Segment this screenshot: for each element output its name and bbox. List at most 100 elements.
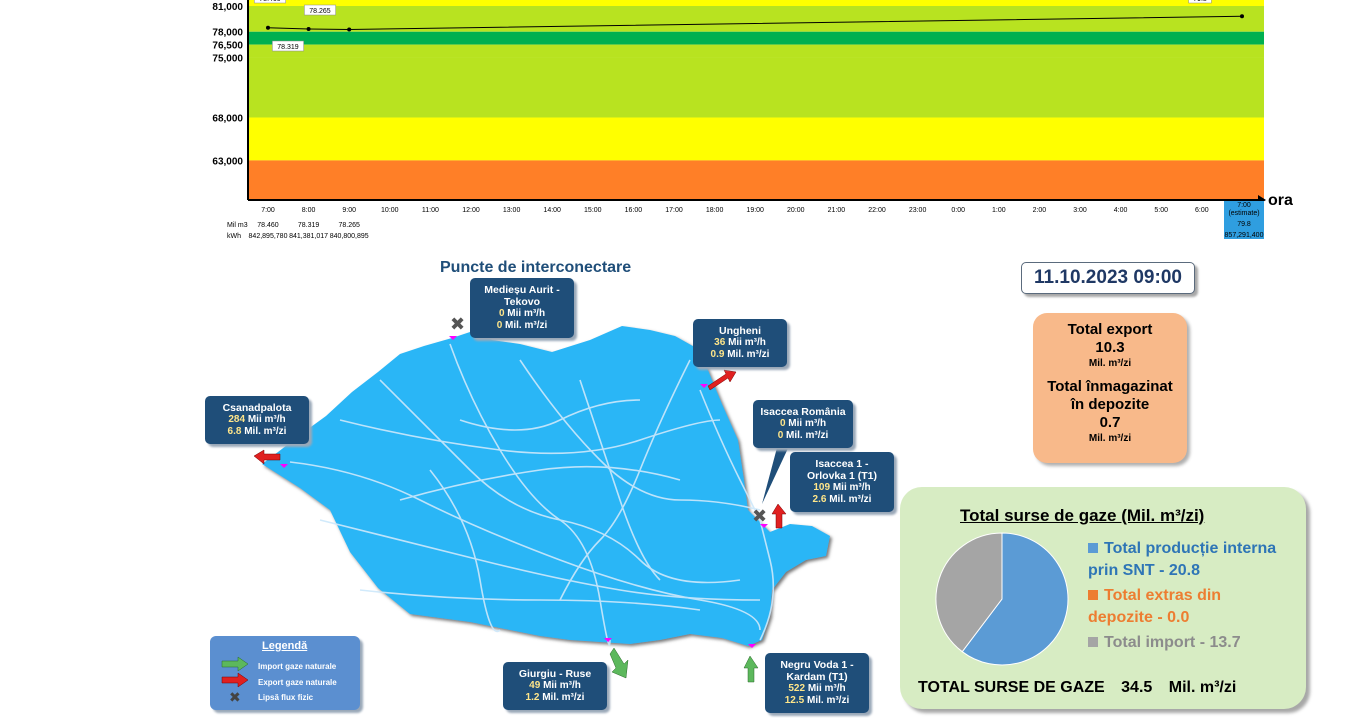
giurgiu-import-arrow-icon <box>609 647 629 679</box>
point-hourly-value: 109 <box>813 482 831 493</box>
chart-band-4 <box>249 57 1264 118</box>
x-tick-label: 23:00 <box>909 207 927 214</box>
map-title: Puncte de interconectare <box>440 259 632 276</box>
svg-text:✖: ✖ <box>752 506 767 527</box>
csanadpalota-export-arrow-icon <box>253 449 281 465</box>
point-giurgiu[interactable]: Giurgiu - Ruse 49 Mii m³/h 1.2 Mil. m³/z… <box>503 662 607 710</box>
export-storage-panel: Total export 10.3 Mil. m³/zi Total înmag… <box>1033 313 1187 463</box>
point-daily-value: 1.2 <box>525 692 540 703</box>
point-medieseu[interactable]: Medieșu Aurit - Tekovo 0 Mii m³/h 0 Mil.… <box>470 278 574 338</box>
export-arrow-icon <box>221 672 249 688</box>
x-tick-label: 6:00 <box>1195 207 1209 214</box>
x-tick-label: 8:00 <box>302 207 316 214</box>
production-line2: prin SNT - 20.8 <box>1088 562 1201 579</box>
point-label-box <box>304 4 336 16</box>
point-isaccea1[interactable]: Isaccea 1 - Orlovka 1 (T1) 109 Mii m³/h … <box>790 452 894 512</box>
point-label-text: 78.265 <box>309 8 331 15</box>
point-label-text: 78.319 <box>277 44 299 51</box>
point-label: 78.319 <box>272 40 304 52</box>
point-name: Negru Voda 1 - <box>780 659 854 671</box>
point-name: Giurgiu - Ruse <box>518 668 592 680</box>
no-flow-icon: ✖ <box>229 690 241 706</box>
x-tick-label: 22:00 <box>868 207 886 214</box>
table-row1-label: Mil m3 <box>227 222 248 229</box>
x-tick-label: 1:00 <box>992 207 1006 214</box>
point-name: Isaccea România <box>760 406 846 418</box>
sources-title: Total surse de gaze (Mil. m³/zi) <box>960 506 1205 525</box>
export-title: Total export <box>1067 321 1153 338</box>
point-daily-unit: Mil. m³/zi <box>542 692 585 703</box>
x-tick-label: 5:00 <box>1154 207 1168 214</box>
ungheni-export-arrow-icon <box>707 369 737 391</box>
border-point-markers <box>280 336 768 648</box>
point-hourly-unit: Mii m³/h <box>507 308 546 319</box>
point-csanadpalota[interactable]: Csanadpalota 284 Mii m³/h 6.8 Mil. m³/zi <box>205 396 309 444</box>
total-unit: Mil. m³/zi <box>1168 679 1237 696</box>
storage-title-2: în depozite <box>1070 396 1150 413</box>
storage-title: Total înmagazinat <box>1047 378 1173 395</box>
x-tick-label: 2:00 <box>1033 207 1047 214</box>
storage-unit: Mil. m³/zi <box>1088 433 1132 444</box>
table-row1-cell: 78.265 <box>338 222 360 229</box>
point-hourly-unit: Mii m³/h <box>832 482 871 493</box>
table-row1-cell: 78.460 <box>257 222 279 229</box>
x-tick-estimate-sub: (estimate) <box>1228 210 1259 217</box>
x-tick-estimate: 7:00 <box>1237 202 1251 209</box>
point-name: Isaccea 1 - <box>815 458 869 470</box>
series-point <box>1240 14 1244 19</box>
source-item-import: Total import - 13.7 <box>1088 632 1241 654</box>
legend-export-label: Export gaze naturale <box>258 678 337 687</box>
point-label-box <box>254 0 286 4</box>
point-ungheni[interactable]: Ungheni 36 Mii m³/h 0.9 Mil. m³/zi <box>693 319 787 367</box>
x-axis-ticks: 7:00 8:00 9:00 10:00 11:00 12:00 13:00 14:00 15:… <box>261 207 1209 214</box>
point-hourly-unit: Mii m³/h <box>247 414 286 425</box>
import-line1: Total import - 13.7 <box>1104 634 1241 651</box>
table-row1-cell: 78.319 <box>298 222 320 229</box>
x-tick-label: 11:00 <box>422 207 439 214</box>
point-hourly-value: 284 <box>228 414 246 425</box>
point-negru-voda[interactable]: Negru Voda 1 - Kardam (T1) 522 Mii m³/h … <box>765 653 869 713</box>
x-tick-label: 17:00 <box>665 207 683 214</box>
pipeline-network <box>289 343 775 646</box>
point-name: Medieșu Aurit - <box>484 284 560 296</box>
chart-band-0 <box>249 0 1264 7</box>
point-hourly-unit: Mii m³/h <box>543 680 581 691</box>
point-label: 78.265 <box>304 4 336 16</box>
point-label-box <box>272 40 304 52</box>
point-daily-value: 6.8 <box>227 426 242 437</box>
import-arrow-icon <box>221 656 249 672</box>
series-point <box>347 27 352 32</box>
point-isaccea-romania[interactable]: Isaccea România 0 Mii m³/h 0 Mil. m³/zi <box>753 400 853 448</box>
total-label: TOTAL SURSE DE GAZE <box>918 679 1105 696</box>
y-tick-label: 63,000 <box>212 156 243 167</box>
country-shape <box>262 326 830 646</box>
isaccea1-export-arrow-icon <box>771 503 787 529</box>
legend-import-label: Import gaze naturale <box>258 662 337 671</box>
pie-slice-0 <box>961 532 1069 666</box>
point-daily-value: 12.5 <box>784 695 805 706</box>
chart-band-2 <box>249 31 1264 45</box>
point-daily-unit: Mil. m³/zi <box>786 430 829 441</box>
point-hourly-unit: Mii m³/h <box>807 683 846 694</box>
source-item-production: Total producție interna prin SNT - 20.8 <box>1088 538 1276 582</box>
table-row2-cell: 842,895,780 <box>249 233 288 240</box>
y-tick-label: 76,500 <box>212 41 243 52</box>
point-daily-unit: Mil. m³/zi <box>829 494 872 505</box>
x-tick-label: 20:00 <box>787 207 805 214</box>
point-daily-value: 0 <box>777 430 784 441</box>
medieseu-no-flow-icon: ✖ <box>450 314 465 335</box>
x-tick-label: 16:00 <box>625 207 643 214</box>
legend-title: Legendă <box>262 640 308 652</box>
estimate-column <box>1224 201 1264 239</box>
series-point <box>266 25 270 30</box>
point-daily-value: 2.6 <box>812 494 827 505</box>
x-tick-label: 3:00 <box>1073 207 1087 214</box>
point-daily-unit: Mil. m³/zi <box>807 695 850 706</box>
table-row2-cell: 841,381,017 <box>289 233 328 240</box>
total-value: 34.5 <box>1121 679 1153 696</box>
point-hourly-unit: Mii m³/h <box>788 418 827 429</box>
sources-total: TOTAL SURSE DE GAZE 34.5 Mil. m³/zi <box>918 679 1236 697</box>
x-tick-label: 13:00 <box>503 207 521 214</box>
